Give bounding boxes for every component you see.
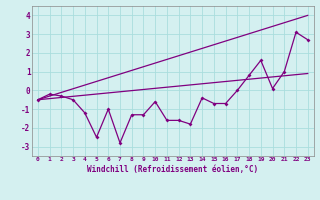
X-axis label: Windchill (Refroidissement éolien,°C): Windchill (Refroidissement éolien,°C)	[87, 165, 258, 174]
